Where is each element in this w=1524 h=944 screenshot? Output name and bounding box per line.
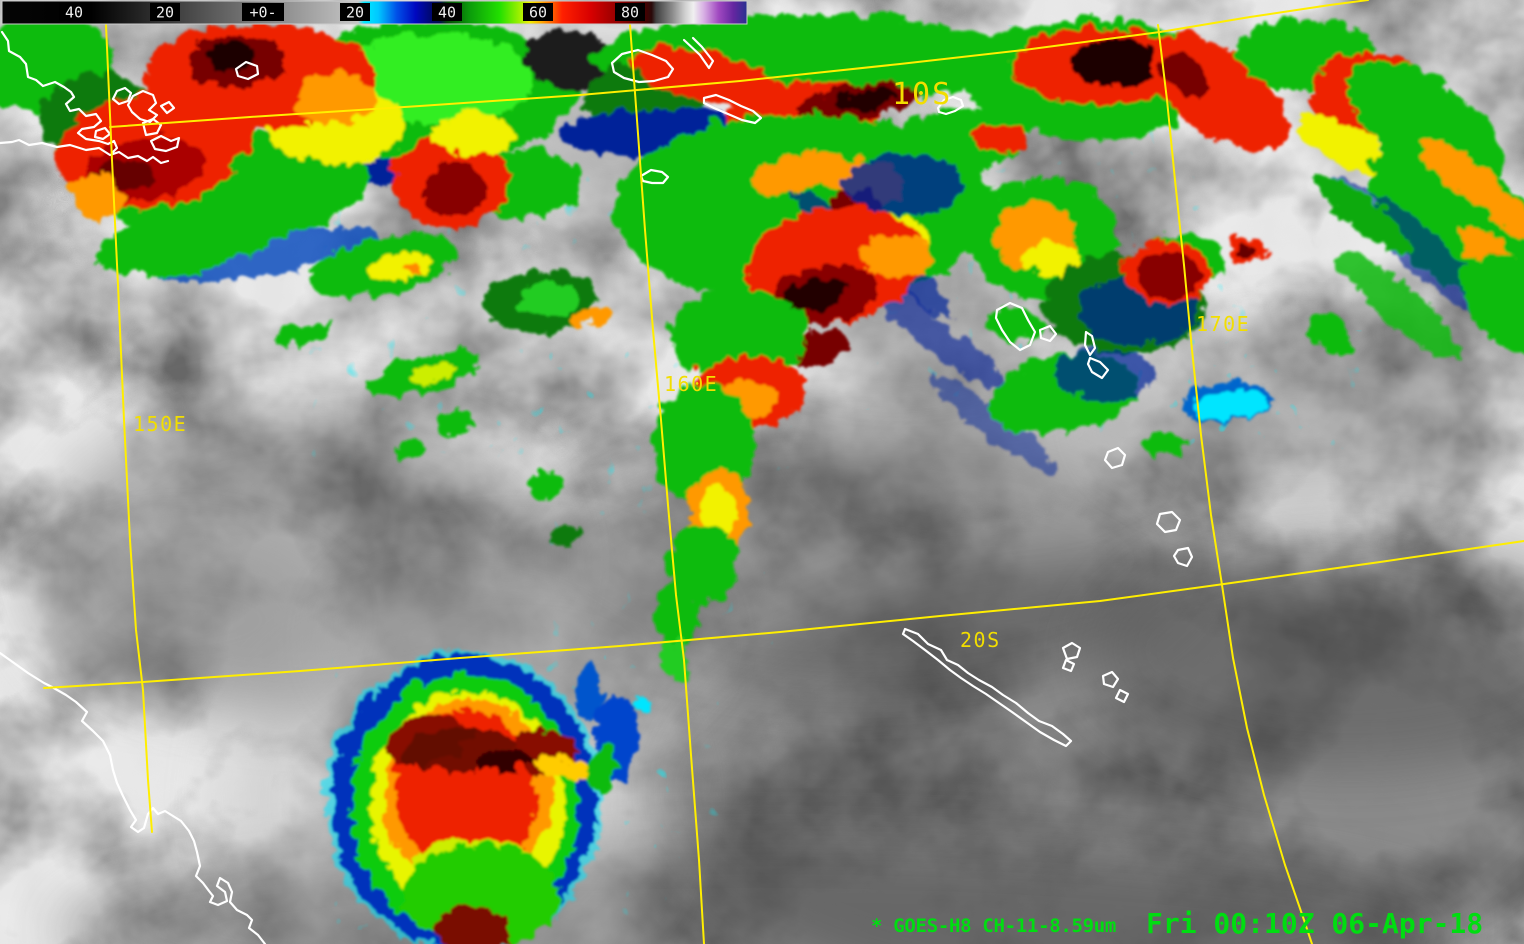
meridian-170e bbox=[1157, 24, 1313, 944]
meridian-160e bbox=[629, 24, 705, 944]
parallel-10s bbox=[109, 0, 1369, 128]
grid-label-20s: 20S bbox=[960, 628, 1001, 652]
svg-text:+0-: +0- bbox=[249, 4, 276, 22]
storm-cluster-top-right bbox=[960, 15, 1524, 356]
colorbar-label-20w: 20 bbox=[150, 3, 180, 22]
tropical-cyclone bbox=[322, 646, 648, 944]
convective-column-160e bbox=[650, 285, 805, 677]
colorbar-label-20c: 20 bbox=[340, 3, 370, 22]
coastlines bbox=[0, 30, 1194, 944]
temperature-colorbar: 40 20 +0- 20 40 60 80 bbox=[1, 0, 748, 25]
annotation-datetime: Fri 00:10Z 06-Apr-18 bbox=[1146, 907, 1483, 940]
colorbar-label-40c: 40 bbox=[432, 3, 462, 22]
latlon-grid bbox=[43, 0, 1524, 944]
coastline-australia bbox=[0, 651, 267, 944]
colorbar-label-60c: 60 bbox=[523, 3, 553, 22]
grid-label-10s: 10S bbox=[892, 77, 952, 112]
coastline-png-south bbox=[0, 138, 170, 165]
svg-text:20: 20 bbox=[156, 4, 174, 22]
grid-label-150e: 150E bbox=[133, 412, 187, 436]
colorbar-label-zero: +0- bbox=[242, 3, 284, 22]
annotation-satellite-id: * GOES-H8 CH-11-8.59um bbox=[871, 915, 1116, 937]
colorbar-label-40w: 40 bbox=[59, 3, 89, 22]
colorbar-label-80c: 80 bbox=[615, 3, 645, 22]
cells-near-170e bbox=[965, 119, 1267, 453]
coastline-png-north bbox=[0, 30, 119, 155]
grid-label-160e: 160E bbox=[664, 372, 718, 396]
coastline-new-caledonia bbox=[901, 627, 1130, 748]
svg-text:40: 40 bbox=[438, 4, 456, 22]
grid-label-170e: 170E bbox=[1196, 312, 1250, 336]
svg-text:60: 60 bbox=[529, 4, 547, 22]
cells-mid-left bbox=[270, 230, 607, 540]
meridian-150e bbox=[105, 24, 153, 833]
svg-text:40: 40 bbox=[65, 4, 83, 22]
coastline-dentrecasteaux-islands bbox=[93, 60, 260, 153]
parallel-20s bbox=[43, 540, 1524, 689]
coastline-vanuatu bbox=[994, 301, 1194, 568]
colorbar-gradient bbox=[1, 0, 748, 25]
svg-text:20: 20 bbox=[346, 4, 364, 22]
grid-labels: 10S 150E 160E 170E 20S bbox=[133, 77, 1250, 652]
svg-text:80: 80 bbox=[621, 4, 639, 22]
frame-annotation: * GOES-H8 CH-11-8.59um Fri 00:10Z 06-Apr… bbox=[871, 907, 1483, 940]
coastline-solomon-islands bbox=[610, 36, 965, 185]
